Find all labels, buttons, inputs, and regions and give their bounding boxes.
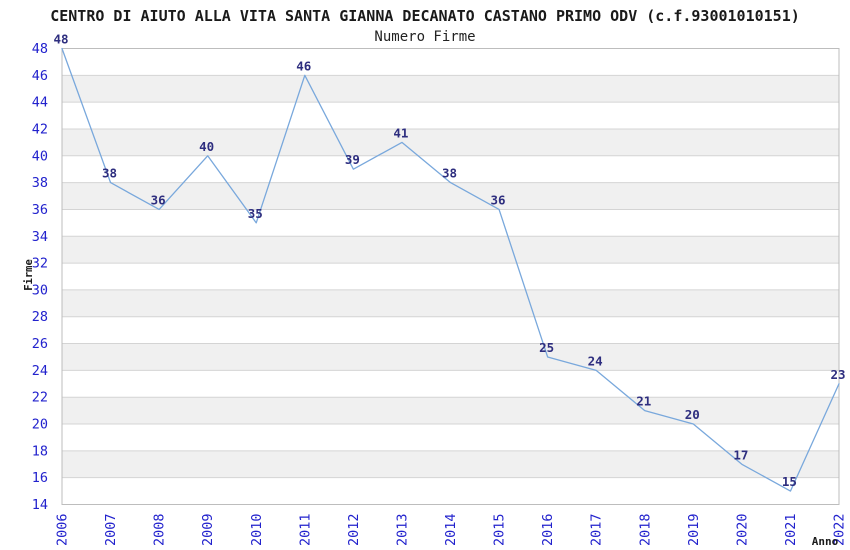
background-band [62, 236, 839, 264]
series-line [61, 47, 840, 492]
y-tick-label: 48 [32, 41, 48, 57]
x-tick-label: 2008 [152, 513, 168, 546]
point-value-label: 39 [345, 152, 360, 167]
x-tick-label: 2014 [443, 513, 459, 546]
point-value-label: 35 [248, 206, 263, 221]
background-band [62, 263, 839, 290]
point-value-label: 46 [296, 58, 311, 73]
background-band [62, 209, 839, 237]
y-tick-label: 14 [32, 497, 48, 513]
point-value-label: 20 [685, 407, 700, 422]
x-tick-label: 2022 [832, 513, 848, 546]
point-value-label: 38 [442, 166, 457, 181]
x-tick-label: 2013 [394, 513, 410, 546]
y-tick-label: 36 [32, 202, 48, 218]
background-band [62, 397, 839, 425]
background-band [62, 477, 839, 505]
x-tick-label: 2018 [637, 513, 653, 546]
point-value-label: 23 [830, 367, 845, 382]
x-tick-label: 2017 [589, 513, 605, 546]
x-tick-label: 2019 [686, 513, 702, 546]
x-tick-label: 2015 [492, 513, 508, 546]
chart-title: CENTRO DI AIUTO ALLA VITA SANTA GIANNA D… [50, 7, 800, 25]
y-tick-label: 46 [32, 68, 48, 84]
background-band [62, 450, 839, 478]
y-tick-label: 26 [32, 336, 48, 352]
y-tick-label: 32 [32, 256, 48, 272]
background-band [62, 289, 839, 317]
x-tick-label: 2006 [55, 513, 71, 546]
x-tick-label: 2012 [346, 513, 362, 546]
background-band [62, 343, 839, 371]
point-value-label: 48 [53, 32, 68, 47]
y-tick-label: 30 [32, 282, 48, 298]
point-value-label: 25 [539, 340, 554, 355]
point-value-label: 38 [102, 166, 117, 181]
background-band [62, 316, 839, 344]
point-value-label: 36 [491, 192, 506, 207]
background-band [62, 182, 839, 210]
point-value-label: 17 [733, 447, 748, 462]
x-tick-label: 2016 [540, 513, 556, 546]
x-tick-label: 2021 [783, 513, 799, 546]
point-value-label: 36 [151, 192, 166, 207]
x-tick-label: 2007 [103, 513, 119, 546]
point-value-label: 40 [199, 139, 214, 154]
x-tick-label: 2020 [734, 513, 750, 546]
point-value-label: 24 [588, 353, 603, 368]
y-tick-label: 18 [32, 443, 48, 459]
plot-border [61, 48, 840, 505]
y-tick-label: 20 [32, 417, 48, 433]
background-band [62, 424, 839, 451]
background-band [62, 155, 839, 183]
point-value-label: 21 [636, 394, 651, 409]
background-band [62, 102, 839, 129]
y-tick-label: 38 [32, 175, 48, 191]
y-tick-label: 16 [32, 470, 48, 486]
x-axis-title: Anno [812, 535, 839, 548]
background-band [62, 48, 839, 76]
y-axis-title: Firme [23, 259, 35, 291]
x-tick-label: 2009 [200, 513, 216, 546]
y-tick-label: 34 [32, 229, 48, 245]
point-value-label: 15 [782, 474, 797, 489]
y-tick-label: 40 [32, 148, 48, 164]
y-tick-label: 22 [32, 390, 48, 406]
point-value-label: 41 [393, 125, 408, 140]
y-tick-label: 24 [32, 363, 48, 379]
x-tick-label: 2011 [297, 513, 313, 546]
y-tick-label: 42 [32, 121, 48, 137]
background-band [62, 75, 839, 103]
x-tick-label: 2010 [249, 513, 265, 546]
background-band [62, 370, 839, 398]
chart-subtitle: Numero Firme [374, 29, 476, 45]
y-tick-label: 44 [32, 95, 48, 111]
background-band [62, 128, 839, 156]
y-tick-label: 28 [32, 309, 48, 325]
